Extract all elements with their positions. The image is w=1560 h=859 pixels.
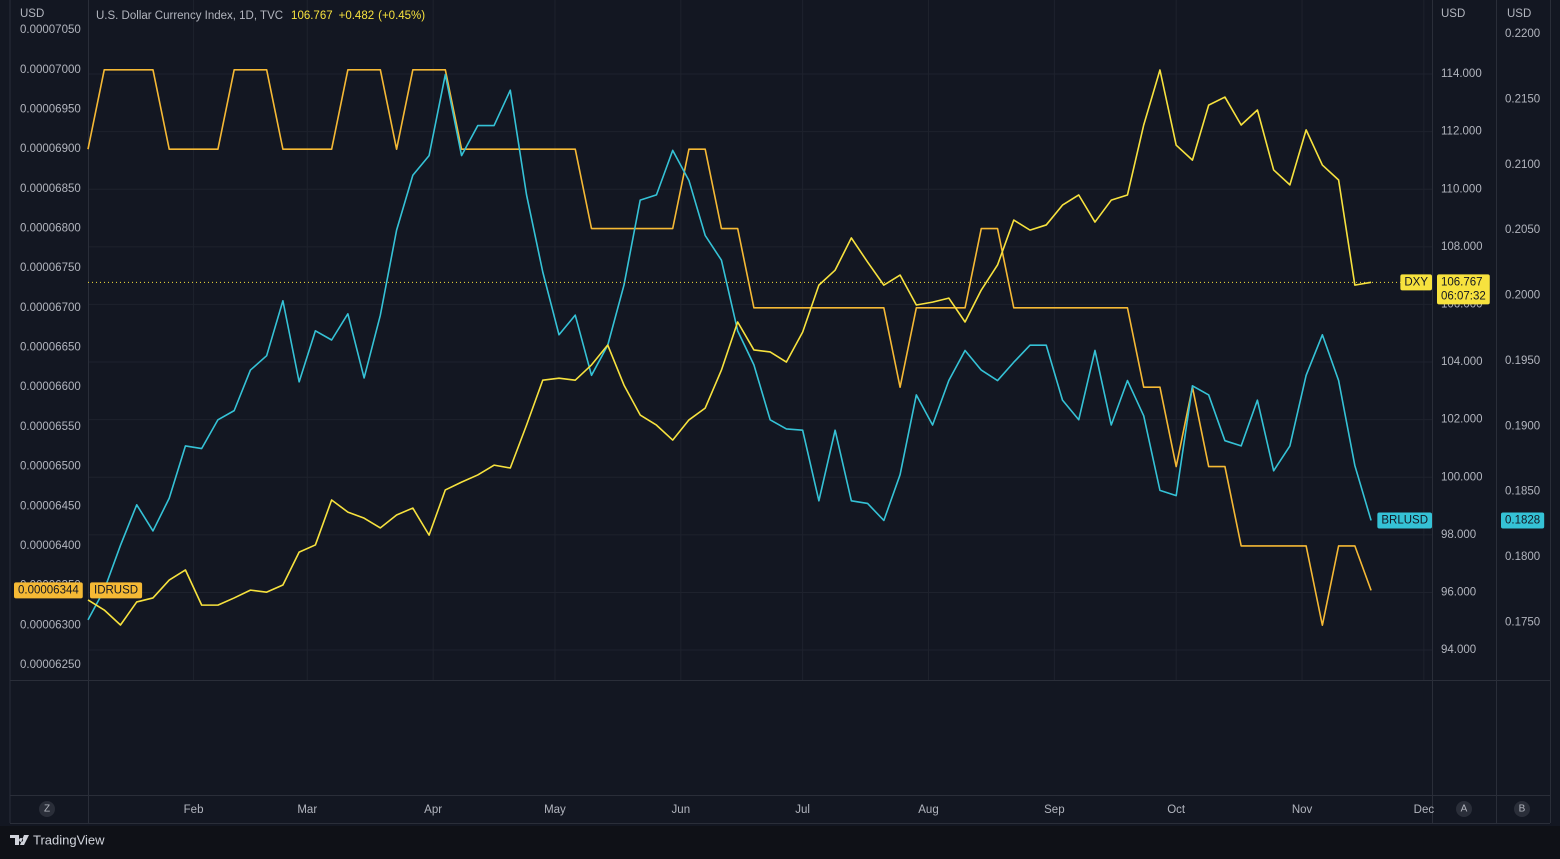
y3-tick-label: 0.2000 (1505, 290, 1540, 302)
y-tick-label: 0.00006400 (20, 540, 81, 552)
y3-tick-label: 0.1750 (1505, 616, 1540, 628)
y2-tick-label: 94.000 (1441, 644, 1476, 656)
x-tick-label: Aug (918, 804, 938, 816)
footer-logo[interactable]: TradingView (10, 832, 105, 847)
price-label-text: IDRUSD (94, 584, 138, 596)
y2-tick-label: 108.000 (1441, 241, 1483, 253)
x-tick-label: Nov (1292, 804, 1313, 816)
x-tick-label: Oct (1167, 804, 1186, 816)
series-line (87, 69, 1372, 626)
price-label-box (14, 582, 83, 599)
grid-layer (88, 0, 1432, 680)
legend-title: U.S. Dollar Currency Index, 1D, TVC (96, 10, 283, 22)
y2-tick-label: 96.000 (1441, 586, 1476, 598)
price-label-text: BRLUSD (1381, 514, 1428, 526)
button-b[interactable]: B (1514, 801, 1530, 817)
y2-axis-unit: USD (1441, 8, 1465, 20)
price-label-text: 106.767 (1441, 276, 1483, 288)
x-tick-label: Mar (297, 804, 317, 816)
footer-background (0, 826, 1560, 859)
series-layer (87, 69, 1432, 627)
y-tick-label: 0.00006300 (20, 619, 81, 631)
y2-tick-label: 114.000 (1441, 68, 1482, 80)
price-label-box (1377, 512, 1432, 529)
y3-tick-label: 0.1950 (1505, 355, 1540, 367)
price-label-text: DXY (1404, 276, 1428, 288)
series-line (87, 69, 1372, 627)
x-tick-label: Jul (795, 804, 810, 816)
y-axis-unit: USD (20, 8, 44, 20)
label-layer: Feb Mar Apr May Jun Jul Aug Sep Oct Nov Dec 0.00006… (14, 24, 1545, 816)
logo-icon (10, 835, 29, 845)
button-label: Z (44, 804, 50, 815)
y3-tick-label: 0.2100 (1505, 159, 1540, 171)
y-tick-label: 0.00006850 (20, 183, 81, 195)
y2-tick-label: 110.000 (1441, 183, 1482, 195)
y-tick-label: 0.00006950 (20, 104, 81, 116)
y2-tick-label: 104.000 (1441, 356, 1483, 368)
x-tick-label: May (544, 804, 566, 816)
button-bg (39, 801, 55, 817)
y3-tick-label: 0.1900 (1505, 420, 1540, 432)
y2-tick-label: 98.000 (1441, 529, 1476, 541)
chart-background (0, 0, 1560, 826)
y-tick-label: 0.00006750 (20, 262, 81, 274)
frame (9, 0, 1551, 824)
legend-change: +0.482 (339, 10, 375, 22)
y-tick-label: 0.00006600 (20, 381, 81, 393)
legend-price: 106.767 (291, 10, 333, 22)
y2-tick-label: 102.000 (1441, 414, 1483, 426)
y-tick-label: 0.00006500 (20, 461, 81, 473)
y-tick-label: 0.00006900 (20, 143, 81, 155)
button-label: B (1519, 804, 1526, 815)
y-tick-label: 0.00006450 (20, 500, 81, 512)
price-label-box (1501, 512, 1545, 529)
brand-name: TradingView (33, 832, 105, 847)
button-label: A (1461, 804, 1468, 815)
x-tick-label: Dec (1414, 804, 1435, 816)
y2-tick-label: 100.000 (1441, 471, 1483, 483)
countdown-text: 06:07:32 (1441, 290, 1486, 302)
y3-axis-unit: USD (1507, 8, 1531, 20)
x-tick-label: Sep (1044, 804, 1064, 816)
y-tick-label: 0.00006550 (20, 421, 81, 433)
price-label-text: 0.00006344 (18, 584, 79, 596)
button-bg (1456, 801, 1472, 817)
y2-tick-label: 112.000 (1441, 126, 1482, 138)
price-label-box (1400, 274, 1432, 291)
price-label-box (90, 582, 143, 599)
x-tick-label: Apr (424, 804, 442, 816)
x-tick-label: Feb (184, 804, 204, 816)
y-tick-label: 0.00006250 (20, 659, 81, 671)
y-tick-label: 0.00006700 (20, 302, 81, 314)
button-z[interactable]: Z (39, 801, 55, 817)
y3-tick-label: 0.2150 (1505, 93, 1540, 105)
button-bg (1514, 801, 1530, 817)
y-tick-label: 0.00006800 (20, 223, 81, 235)
y3-tick-label: 0.1850 (1505, 486, 1540, 498)
y-tick-label: 0.00006650 (20, 342, 81, 354)
y3-tick-label: 0.1800 (1505, 551, 1540, 563)
price-label-box (1437, 274, 1490, 305)
button-a[interactable]: A (1456, 801, 1472, 817)
price-label-text: 0.1828 (1505, 514, 1540, 526)
x-tick-label: Jun (672, 804, 691, 816)
series-line (87, 73, 1372, 621)
y3-tick-label: 0.2050 (1505, 224, 1540, 236)
y3-tick-label: 0.2200 (1505, 28, 1540, 40)
legend-change-pct: (+0.45%) (378, 10, 425, 22)
y-tick-label: 0.00007000 (20, 64, 81, 76)
y-tick-label: 0.00007050 (20, 24, 81, 36)
